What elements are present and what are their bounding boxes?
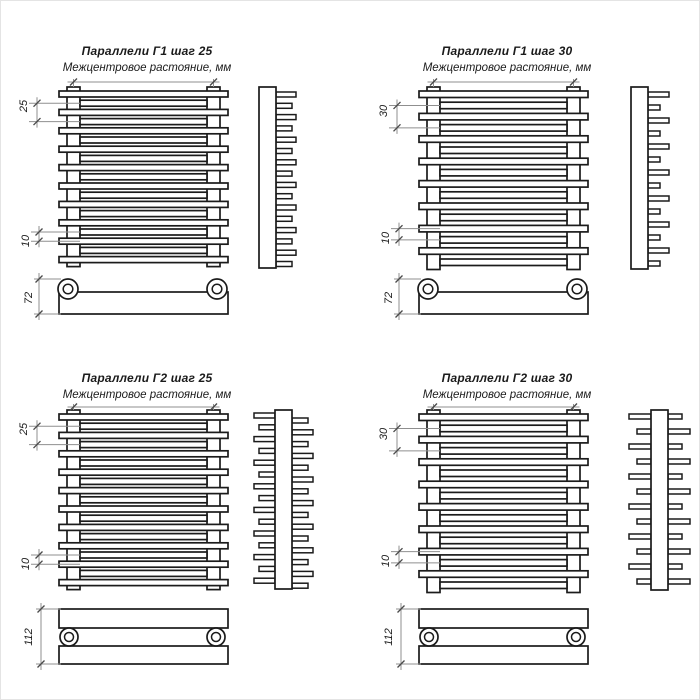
panel-subtitle-g1-step25: Межцентровое растояние, мм: [62, 62, 232, 74]
dim-gap-label-g2-step30: 10: [380, 554, 392, 568]
left-dimensions-g1-step25: [29, 97, 80, 248]
panel-subtitle-g2-step25: Межцентровое растояние, мм: [62, 389, 232, 401]
top-dimension-g1-step25: [67, 78, 220, 87]
left-dimensions-g2-step30: [389, 422, 440, 569]
left-dimensions-g1-step30: [389, 99, 440, 246]
panel-title-g2-step25: Параллели Г2 шаг 25: [81, 371, 213, 385]
dim-depth-label-g1-step30: 72: [383, 291, 395, 305]
dim-step-label-g2-step30: 30: [378, 427, 390, 441]
bottom-view-g1-step25: [57, 278, 229, 315]
front-view-g1-step25: [58, 86, 229, 268]
front-view-g2-step25: [58, 409, 229, 591]
dim-step-label-g1-step25: 25: [18, 99, 30, 113]
bottom-view-g1-step30: [417, 278, 589, 315]
side-view-g1-step25: [258, 86, 297, 269]
panel-title-g1-step25: Параллели Г1 шаг 25: [81, 44, 213, 58]
bottom-view-g2-step25: [58, 608, 229, 665]
dim-depth-label-g1-step25: 72: [23, 291, 35, 305]
dim-depth-label-g2-step25: 112: [23, 628, 35, 646]
left-dimensions-g2-step25: [29, 420, 80, 571]
top-dimension-g2-step25: [67, 403, 220, 411]
top-dimension-g2-step30: [427, 403, 580, 411]
side-view-g2-step30: [628, 409, 691, 591]
panel-title-g1-step30: Параллели Г1 шаг 30: [441, 44, 573, 58]
depth-dimension-g1-step25: [34, 273, 61, 320]
depth-dimension-g1-step30: [394, 273, 421, 320]
dim-depth-label-g2-step30: 112: [383, 628, 395, 646]
dim-gap-label-g1-step25: 10: [20, 234, 32, 248]
dim-gap-label-g2-step25: 10: [20, 557, 32, 571]
side-view-g1-step30: [630, 86, 670, 270]
depth-dimension-g2-step30: [396, 603, 421, 670]
front-view-g1-step30: [418, 86, 589, 271]
bottom-view-g2-step30: [418, 608, 589, 665]
panel-subtitle-g2-step30: Межцентровое растояние, мм: [422, 389, 592, 401]
front-view-g2-step30: [418, 409, 589, 594]
panel-title-g2-step30: Параллели Г2 шаг 30: [441, 371, 573, 385]
dim-gap-label-g1-step30: 10: [380, 231, 392, 245]
dim-step-label-g2-step25: 25: [18, 422, 30, 436]
panel-subtitle-g1-step30: Межцентровое растояние, мм: [422, 62, 592, 74]
dim-step-label-g1-step30: 30: [378, 104, 390, 118]
top-dimension-g1-step30: [427, 78, 580, 87]
side-view-g2-step25: [253, 409, 314, 590]
depth-dimension-g2-step25: [36, 603, 61, 670]
